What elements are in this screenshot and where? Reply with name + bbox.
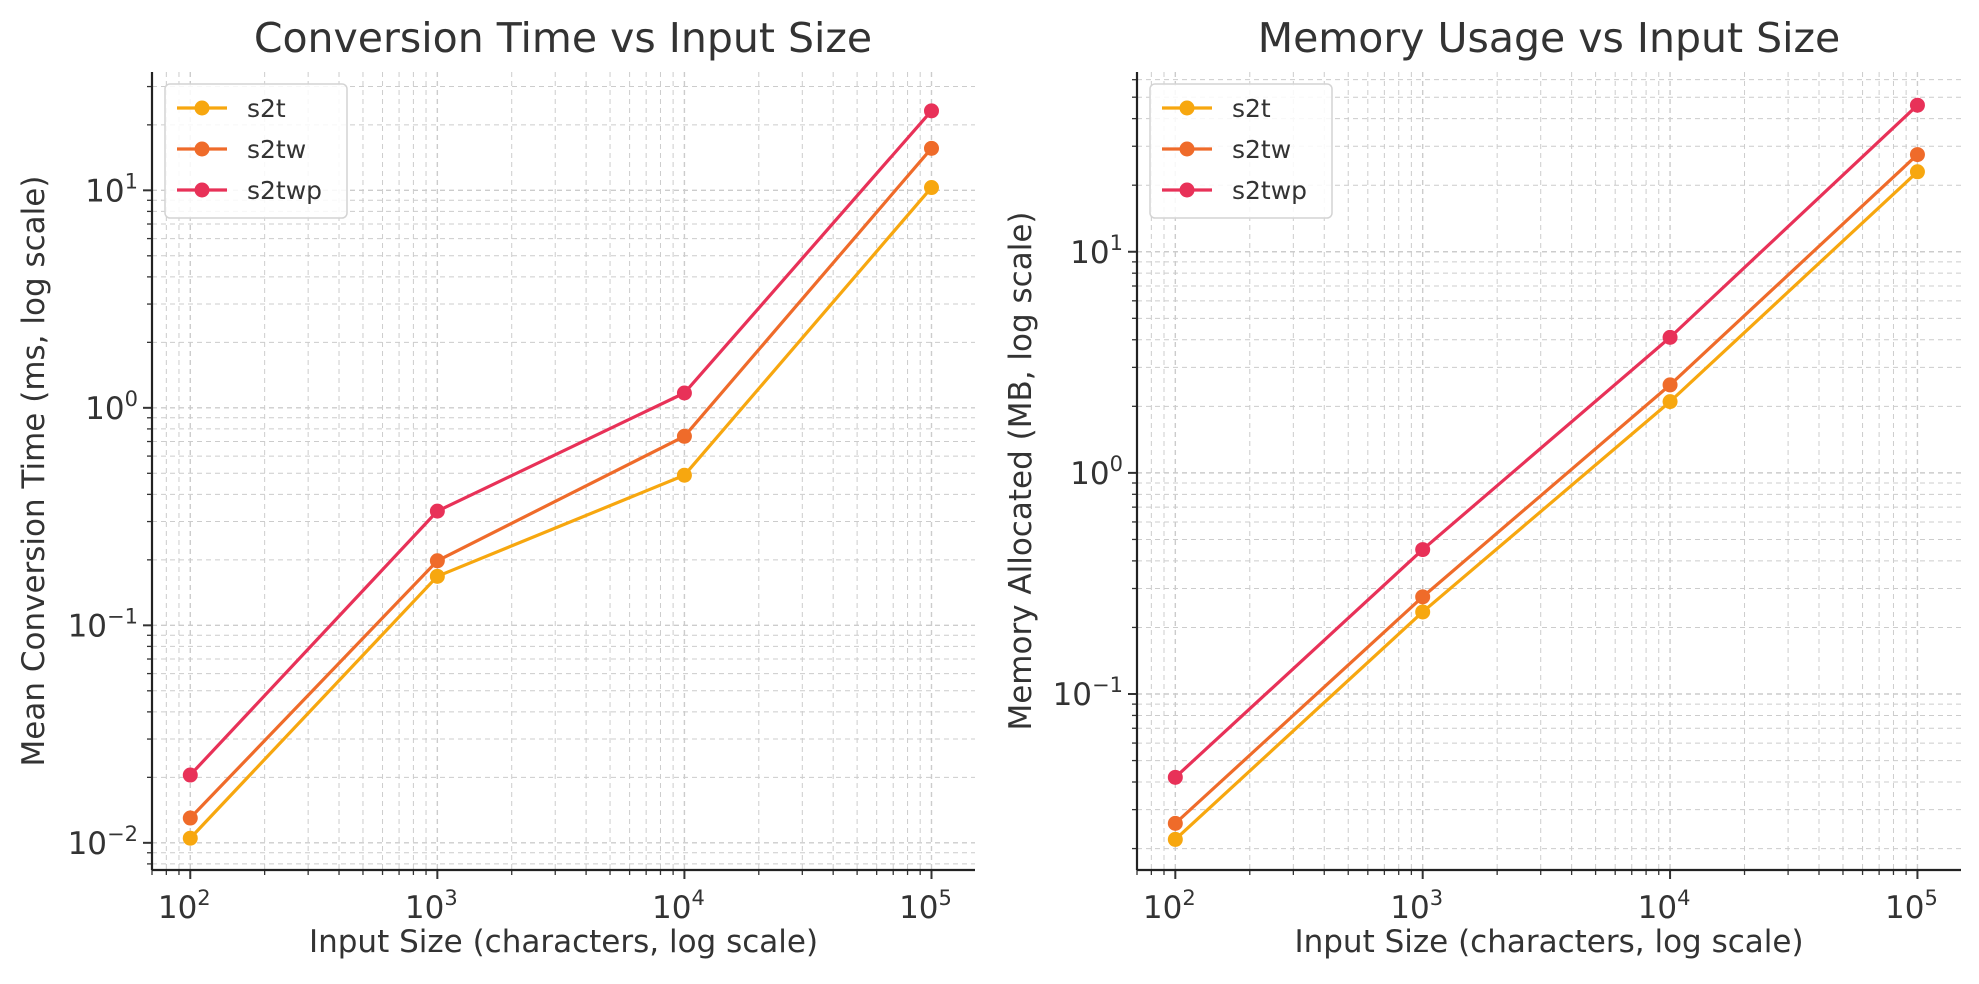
legend-item: s2tw	[1162, 135, 1291, 164]
data-point	[923, 180, 939, 196]
legend-item: s2twp	[177, 176, 322, 205]
data-point	[1415, 542, 1431, 558]
x-tick-label: 103	[405, 886, 458, 926]
x-tick-label: 102	[158, 886, 211, 926]
x-tick-label: 105	[1885, 886, 1938, 926]
y-tick-label: 101	[1070, 231, 1123, 271]
x-axis-label: Input Size (characters, log scale)	[309, 924, 818, 960]
y-axis-label: Memory Allocated (MB, log scale)	[1003, 211, 1039, 730]
grid	[151, 72, 975, 870]
x-axis-label: Input Size (characters, log scale)	[1294, 924, 1803, 960]
data-point	[923, 140, 939, 156]
chart-title: Memory Usage vs Input Size	[1258, 14, 1841, 62]
series-s2tw	[182, 140, 939, 826]
data-point	[182, 810, 198, 826]
data-point	[429, 553, 445, 569]
legend-swatch-marker	[194, 182, 210, 198]
data-point	[676, 467, 692, 483]
series-line	[1174, 170, 1919, 841]
data-point	[1167, 815, 1183, 831]
data-point	[182, 830, 198, 846]
legend-label: s2twp	[1232, 176, 1307, 205]
y-tick-label: 100	[1070, 452, 1123, 492]
legend-item: s2t	[1162, 94, 1271, 123]
series-s2tw	[1167, 147, 1925, 831]
legend-swatch-marker	[194, 141, 210, 157]
data-point	[429, 568, 445, 584]
legend: s2t s2tw s2twp	[1149, 83, 1333, 219]
data-point	[1909, 97, 1925, 113]
x-tick-label: 105	[899, 886, 952, 926]
legend-box	[1149, 83, 1333, 219]
x-tick-label: 103	[1390, 886, 1443, 926]
data-point	[1909, 164, 1925, 180]
data-point	[1167, 769, 1183, 785]
data-point	[1167, 831, 1183, 847]
series-s2twp	[182, 103, 939, 783]
data-point	[1415, 604, 1431, 620]
series-s2twp	[1167, 97, 1925, 785]
series-line	[189, 186, 933, 840]
legend-item: s2twp	[1162, 176, 1307, 205]
legend-swatch-marker	[1179, 141, 1195, 157]
series-line	[1174, 104, 1919, 779]
data-point	[923, 103, 939, 119]
data-point	[429, 503, 445, 519]
legend-label: s2tw	[1232, 135, 1291, 164]
legend-item: s2t	[177, 94, 286, 123]
x-tick-label: 104	[1638, 886, 1691, 926]
y-tick-label: 100	[85, 387, 138, 427]
data-point	[182, 767, 198, 783]
data-point	[1415, 589, 1431, 605]
legend-label: s2t	[1232, 94, 1271, 123]
data-point	[1909, 147, 1925, 163]
y-tick-label: 101	[85, 169, 138, 209]
legend-swatch-marker	[1179, 100, 1195, 116]
legend: s2t s2tw s2twp	[164, 83, 348, 219]
legend-label: s2t	[247, 94, 286, 123]
series-line	[189, 147, 933, 820]
data-point	[1662, 329, 1678, 345]
y-tick-label: 10−1	[1053, 673, 1123, 713]
x-tick-label: 104	[652, 886, 705, 926]
data-point	[676, 428, 692, 444]
legend-item: s2tw	[177, 135, 306, 164]
grid	[1136, 72, 1961, 870]
data-point	[1662, 394, 1678, 410]
chart-title: Conversion Time vs Input Size	[254, 14, 872, 62]
y-axis-label: Mean Conversion Time (ms, log scale)	[16, 176, 52, 767]
legend-swatch-marker	[1179, 182, 1195, 198]
legend-box	[164, 83, 348, 219]
legend-swatch-marker	[194, 100, 210, 116]
legend-label: s2tw	[247, 135, 306, 164]
series-s2t	[1167, 164, 1925, 847]
y-tick-label: 10−1	[68, 604, 138, 644]
series-line	[1174, 153, 1919, 825]
data-point	[1662, 377, 1678, 393]
data-point	[676, 385, 692, 401]
conversion-time-chart: 102 103 104 105 10−2 10−1 100 101 Conversion Tim…	[16, 14, 975, 960]
y-tick-label: 10−2	[68, 822, 138, 862]
series-line	[189, 109, 933, 777]
series-s2t	[182, 180, 939, 846]
memory-usage-chart: 102 103 104 105 10−1 100 101 Memory Usage vs In…	[1003, 14, 1961, 960]
legend-label: s2twp	[247, 176, 322, 205]
x-tick-label: 102	[1143, 886, 1196, 926]
